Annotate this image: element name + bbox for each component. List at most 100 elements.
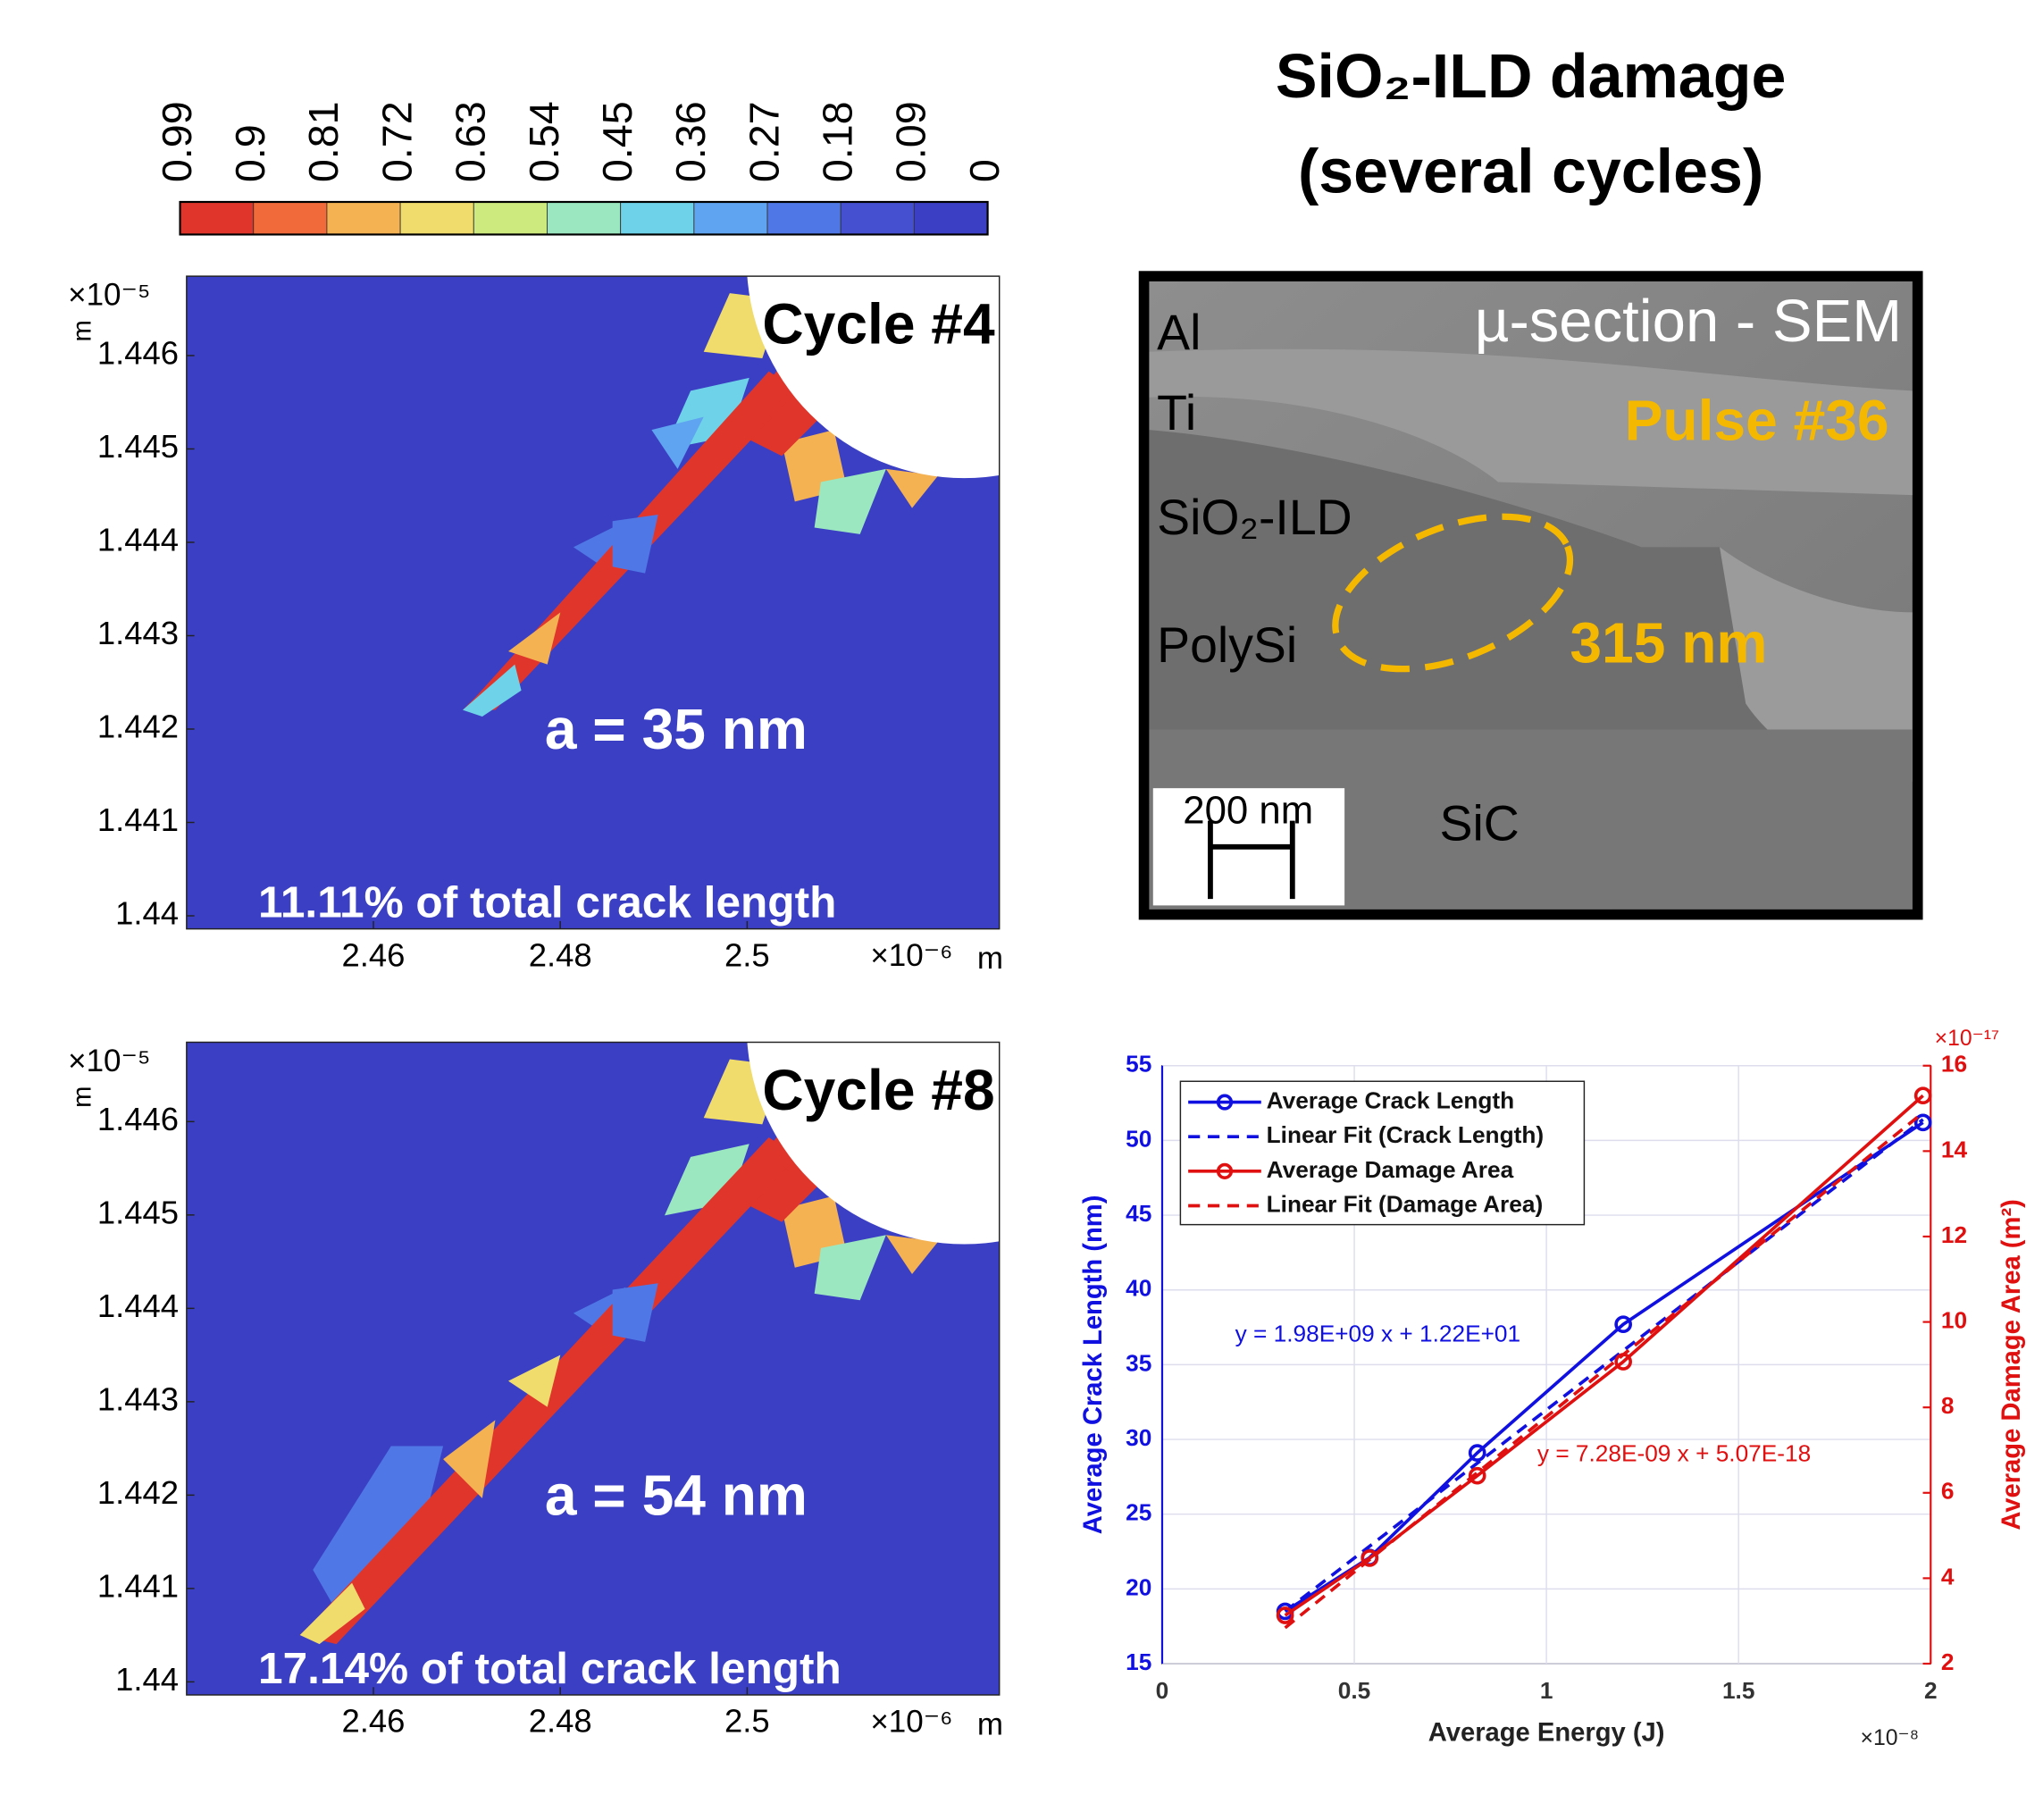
x-tick-label: 0 <box>1156 1677 1169 1704</box>
colorbar-tick-label: 0.99 <box>154 101 200 182</box>
y-tick-label: 1.442 <box>97 709 179 745</box>
y2-axis-label: Average Damage Area (m²) <box>1997 1199 2026 1531</box>
colorbar-segment <box>766 201 841 235</box>
plot-frame <box>186 275 1001 930</box>
legend-marker <box>1216 1162 1234 1179</box>
y2-tick-label: 14 <box>1941 1136 1968 1162</box>
damage-map <box>186 1042 1000 1696</box>
y-tick-label: 1.441 <box>97 801 179 838</box>
fit-equation: y = 7.28E-09 x + 5.07E-18 <box>1537 1440 1811 1467</box>
y-unit: m <box>68 320 96 341</box>
data-point <box>1913 1086 1932 1105</box>
y-tick-label: 1.443 <box>97 1380 179 1417</box>
colorbar-tick-label: 0.36 <box>667 101 714 182</box>
y-unit: m <box>68 1086 96 1108</box>
sem-label: µ-section - SEM <box>1475 288 1902 355</box>
legend-label: Linear Fit (Crack Length) <box>1267 1121 1544 1148</box>
figure-title: SiO₂-ILD damage <box>1276 41 1787 111</box>
x-multiplier: ×10⁻⁸ <box>1861 1726 1920 1750</box>
y-tick-label: 25 <box>1126 1499 1151 1526</box>
y-tick-label: 1.446 <box>97 1101 179 1137</box>
x-tick-label: 2.48 <box>529 936 592 973</box>
y-tick-label: 1.444 <box>97 1287 179 1324</box>
y-tick-label: 1.443 <box>97 615 179 651</box>
layer-label: PolySi <box>1157 617 1297 673</box>
data-point <box>1913 1113 1932 1132</box>
y-tick-label: 35 <box>1126 1349 1151 1376</box>
layer-label: Al <box>1157 305 1201 360</box>
y2-tick-label: 4 <box>1941 1563 1955 1589</box>
colorbar-segment <box>693 201 768 235</box>
colorbar-segment <box>326 201 401 235</box>
y-tick-label: 1.441 <box>97 1568 179 1605</box>
legend-marker <box>1216 1094 1234 1111</box>
scale-bar-label: 200 nm <box>1183 788 1313 832</box>
x-unit: m <box>977 1707 1003 1741</box>
layer-label: SiC <box>1440 796 1520 851</box>
colorbar-tick-label: 0.27 <box>741 101 787 182</box>
y2-tick-label: 6 <box>1941 1478 1955 1505</box>
colorbar-tick-label: 0.72 <box>373 101 420 182</box>
x-tick-label: 1 <box>1540 1677 1553 1704</box>
y2-multiplier: ×10⁻¹⁷ <box>1935 1027 1999 1051</box>
colorbar-segment <box>253 201 328 235</box>
x-unit: m <box>977 941 1003 976</box>
series-line <box>1284 1094 1924 1617</box>
colorbar-segment <box>913 201 989 235</box>
y2-tick-label: 10 <box>1941 1307 1967 1334</box>
x-tick-label: 1.5 <box>1722 1677 1754 1704</box>
colorbar-segment <box>620 201 695 235</box>
colorbar-segment <box>840 201 915 235</box>
y-tick-label: 55 <box>1126 1051 1151 1078</box>
y-tick-label: 1.44 <box>115 895 179 932</box>
layer-label: Ti <box>1157 385 1196 440</box>
data-point <box>1468 1444 1486 1462</box>
crack-length: a = 35 nm <box>545 697 808 761</box>
y-tick-label: 1.444 <box>97 522 179 558</box>
x-multiplier: ×10⁻⁶ <box>870 938 952 973</box>
cycle-label: Cycle #4 <box>762 291 995 356</box>
x-tick-label: 2.48 <box>529 1703 592 1740</box>
y-tick-label: 1.445 <box>97 428 179 465</box>
y2-tick-label: 16 <box>1941 1051 1967 1078</box>
y2-tick-label: 12 <box>1941 1221 1967 1248</box>
series-line <box>1284 1118 1924 1613</box>
colorbar-tick-label: 0.45 <box>594 101 641 182</box>
cycle-label: Cycle #8 <box>762 1058 994 1122</box>
colorbar-tick-label: 0 <box>961 159 1008 182</box>
y-tick-label: 1.44 <box>115 1661 179 1698</box>
colorbar-tick-label: 0.18 <box>815 101 861 182</box>
x-tick-label: 2.5 <box>724 1703 770 1740</box>
y-tick-label: 15 <box>1126 1648 1151 1675</box>
y-tick-label: 50 <box>1126 1125 1151 1152</box>
y-tick-label: 40 <box>1126 1275 1151 1302</box>
crack-length: a = 54 nm <box>545 1463 808 1527</box>
colorbar-segment <box>180 201 255 235</box>
plot-frame <box>186 1041 1001 1696</box>
y-axis-label: Average Crack Length (nm) <box>1079 1195 1108 1535</box>
data-point <box>1468 1466 1486 1485</box>
crack-fraction: 17.14% of total crack length <box>258 1643 841 1693</box>
colorbar-tick-label: 0.54 <box>521 101 567 182</box>
x-multiplier: ×10⁻⁶ <box>870 1704 952 1739</box>
figure-title: (several cycles) <box>1298 136 1763 205</box>
legend-label: Linear Fit (Damage Area) <box>1267 1190 1544 1217</box>
y-tick-label: 20 <box>1126 1573 1151 1600</box>
sem-dimension: 315 nm <box>1570 611 1767 675</box>
data-point <box>1361 1549 1379 1567</box>
y2-tick-label: 2 <box>1941 1648 1955 1675</box>
y-tick-label: 45 <box>1126 1200 1151 1227</box>
damage-map <box>186 276 1000 929</box>
colorbar-frame <box>179 200 989 236</box>
y-multiplier: ×10⁻⁵ <box>68 1044 150 1078</box>
x-tick-label: 0.5 <box>1338 1677 1370 1704</box>
legend-label: Average Damage Area <box>1267 1156 1514 1183</box>
data-point <box>1614 1315 1632 1334</box>
y-tick-label: 30 <box>1126 1424 1151 1451</box>
fit-equation: y = 1.98E+09 x + 1.22E+01 <box>1235 1321 1520 1347</box>
y-multiplier: ×10⁻⁵ <box>68 278 150 313</box>
y2-tick-label: 8 <box>1941 1392 1955 1419</box>
legend-label: Average Crack Length <box>1267 1087 1515 1114</box>
